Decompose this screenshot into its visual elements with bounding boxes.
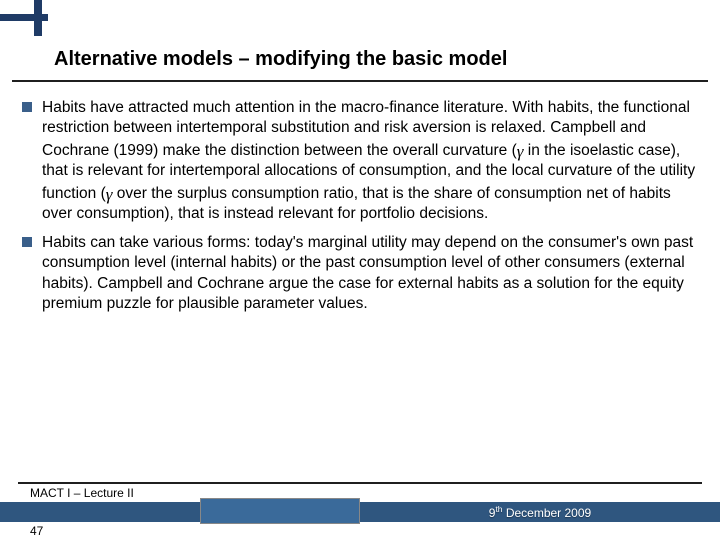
footer-bar-right: 9th December 2009 bbox=[360, 502, 720, 522]
slide: Alternative models – modifying the basic… bbox=[0, 0, 720, 540]
footer-date: 9th December 2009 bbox=[489, 504, 591, 520]
bullet-text: Habits have attracted much attention in … bbox=[42, 98, 700, 225]
bullet-item: Habits can take various forms: today's m… bbox=[22, 233, 700, 315]
footer-bar: 9th December 2009 bbox=[0, 502, 720, 522]
accent-vertical bbox=[34, 0, 42, 36]
bullet-item: Habits have attracted much attention in … bbox=[22, 98, 700, 225]
bullet-square-icon bbox=[22, 102, 32, 112]
text-part: Habits can take various forms: today's m… bbox=[42, 234, 693, 312]
gamma-symbol: γ bbox=[517, 141, 524, 163]
footer-bar-mid bbox=[200, 498, 360, 524]
bullet-square-icon bbox=[22, 237, 32, 247]
footer-page-number: 47 bbox=[30, 524, 43, 538]
bullet-text: Habits can take various forms: today's m… bbox=[42, 233, 700, 315]
content-area: Habits have attracted much attention in … bbox=[22, 98, 700, 323]
date-post: December 2009 bbox=[502, 506, 591, 520]
footer-course-label: MACT I – Lecture II bbox=[30, 486, 134, 500]
footer-bar-left bbox=[0, 502, 200, 522]
footer-line bbox=[18, 482, 702, 484]
title-underline bbox=[12, 80, 708, 82]
slide-title: Alternative models – modifying the basic… bbox=[54, 48, 696, 71]
gamma-symbol: γ bbox=[106, 184, 113, 206]
text-part: over the surplus consumption ratio, that… bbox=[42, 185, 671, 222]
footer: MACT I – Lecture II 9th December 2009 47 bbox=[0, 482, 720, 540]
